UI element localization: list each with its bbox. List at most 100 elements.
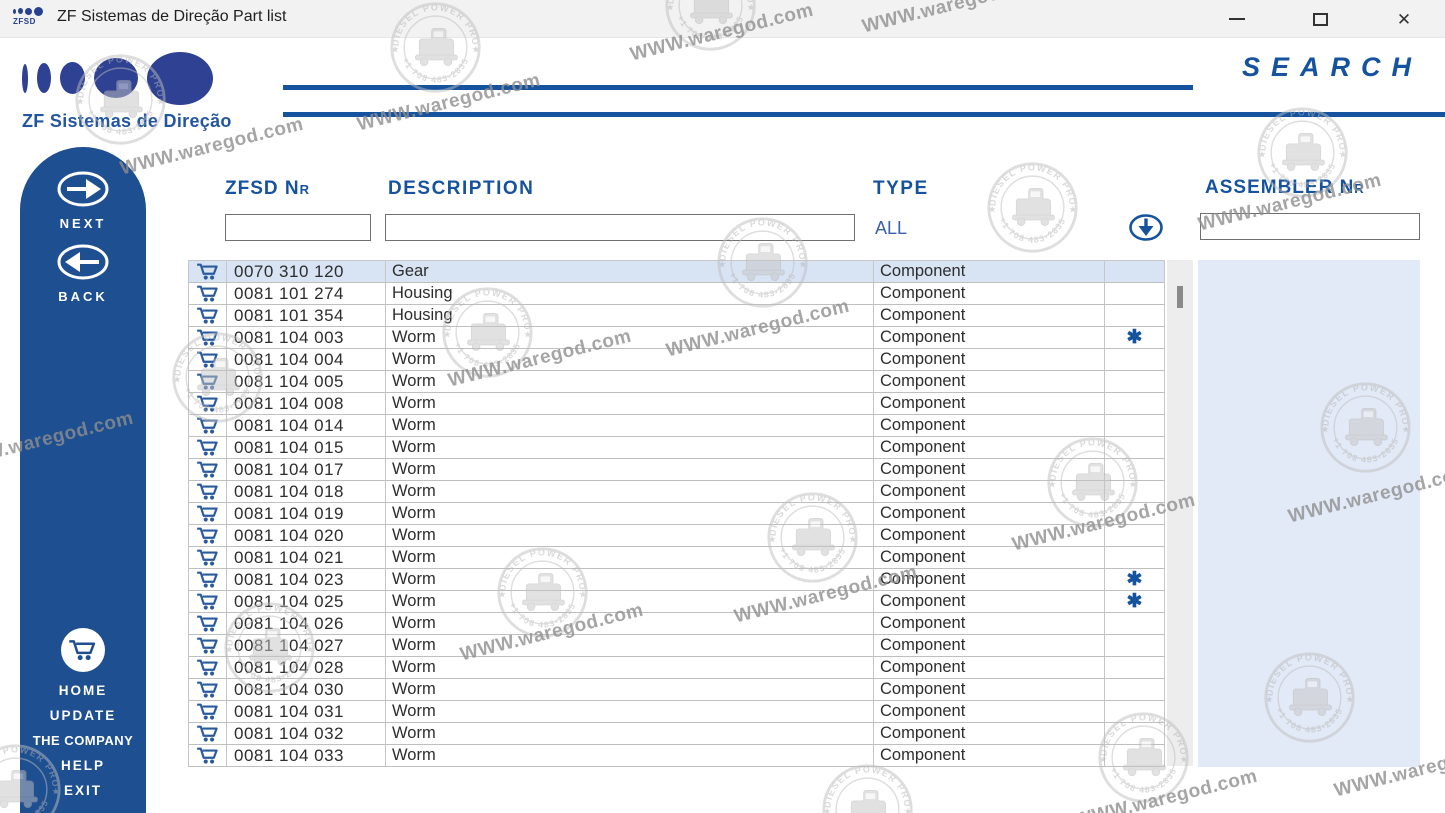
part-description: Worm: [386, 481, 874, 502]
part-type: Component: [874, 613, 1105, 634]
back-button[interactable]: BACK: [20, 242, 146, 304]
type-dropdown-button[interactable]: [1128, 213, 1164, 247]
table-row[interactable]: 0081 104 030 Worm Component: [189, 679, 1165, 701]
part-number: 0081 104 003: [227, 327, 386, 348]
table-row[interactable]: 0081 104 014 Worm Component: [189, 415, 1165, 437]
part-number: 0081 104 005: [227, 371, 386, 392]
add-to-cart-button[interactable]: [189, 679, 227, 700]
add-to-cart-button[interactable]: [189, 525, 227, 546]
table-row[interactable]: 0081 104 015 Worm Component: [189, 437, 1165, 459]
part-description: Worm: [386, 349, 874, 370]
table-row[interactable]: 0081 104 008 Worm Component: [189, 393, 1165, 415]
add-to-cart-button[interactable]: [189, 437, 227, 458]
add-to-cart-button[interactable]: [189, 415, 227, 436]
asterisk-marker: [1105, 547, 1165, 568]
part-description: Worm: [386, 613, 874, 634]
maximize-button[interactable]: [1297, 0, 1343, 38]
cart-icon: [196, 659, 218, 676]
add-to-cart-button[interactable]: [189, 547, 227, 568]
next-button[interactable]: NEXT: [20, 169, 146, 231]
add-to-cart-button[interactable]: [189, 723, 227, 744]
part-number: 0081 104 017: [227, 459, 386, 480]
watermark-text: WWW.waregod.com: [1072, 765, 1260, 813]
table-row[interactable]: 0081 104 028 Worm Component: [189, 657, 1165, 679]
cart-button[interactable]: [61, 628, 105, 672]
assembler-panel: [1198, 260, 1420, 767]
assembler-nr-input[interactable]: [1200, 213, 1420, 240]
cart-icon: [196, 593, 218, 610]
add-to-cart-button[interactable]: [189, 481, 227, 502]
part-type: Component: [874, 657, 1105, 678]
asterisk-marker: [1105, 723, 1165, 744]
part-number: 0081 104 031: [227, 701, 386, 722]
table-row[interactable]: 0081 104 017 Worm Component: [189, 459, 1165, 481]
zfsd-nr-input[interactable]: [225, 214, 371, 241]
part-description: Gear: [386, 261, 874, 282]
app-icon-label: ZFSD: [13, 17, 36, 26]
table-row[interactable]: 0081 104 023 Worm Component ✱: [189, 569, 1165, 591]
menu-update[interactable]: UPDATE: [49, 708, 117, 723]
table-row[interactable]: 0081 104 018 Worm Component: [189, 481, 1165, 503]
type-filter-value[interactable]: ALL: [875, 218, 908, 238]
part-number: 0070 310 120: [227, 261, 386, 282]
add-to-cart-button[interactable]: [189, 283, 227, 304]
table-row[interactable]: 0081 104 021 Worm Component: [189, 547, 1165, 569]
add-to-cart-button[interactable]: [189, 569, 227, 590]
add-to-cart-button[interactable]: [189, 635, 227, 656]
description-input[interactable]: [385, 214, 855, 241]
table-row[interactable]: 0081 104 031 Worm Component: [189, 701, 1165, 723]
add-to-cart-button[interactable]: [189, 503, 227, 524]
table-row[interactable]: 0081 104 004 Worm Component: [189, 349, 1165, 371]
table-row[interactable]: 0081 104 019 Worm Component: [189, 503, 1165, 525]
table-row[interactable]: 0081 104 033 Worm Component: [189, 745, 1165, 767]
cart-icon: [196, 417, 218, 434]
add-to-cart-button[interactable]: [189, 745, 227, 766]
part-type: Component: [874, 591, 1105, 612]
scrollbar-thumb[interactable]: [1177, 286, 1183, 308]
minimize-button[interactable]: [1214, 0, 1260, 38]
menu-home[interactable]: HOME: [58, 683, 108, 698]
part-number: 0081 104 015: [227, 437, 386, 458]
add-to-cart-button[interactable]: [189, 657, 227, 678]
add-to-cart-button[interactable]: [189, 305, 227, 326]
menu-help[interactable]: HELP: [60, 758, 105, 773]
add-to-cart-button[interactable]: [189, 261, 227, 282]
maximize-icon: [1312, 12, 1328, 26]
menu-exit[interactable]: EXIT: [63, 783, 102, 798]
cart-icon: [196, 527, 218, 544]
part-type: Component: [874, 745, 1105, 766]
add-to-cart-button[interactable]: [189, 327, 227, 348]
add-to-cart-button[interactable]: [189, 591, 227, 612]
asterisk-marker: ✱: [1105, 591, 1165, 612]
close-button[interactable]: ✕: [1381, 0, 1427, 38]
cart-icon: [196, 483, 218, 500]
add-to-cart-button[interactable]: [189, 371, 227, 392]
part-description: Worm: [386, 723, 874, 744]
table-row[interactable]: 0081 104 026 Worm Component: [189, 613, 1165, 635]
table-row[interactable]: 0081 104 027 Worm Component: [189, 635, 1165, 657]
add-to-cart-button[interactable]: [189, 393, 227, 414]
part-type: Component: [874, 437, 1105, 458]
add-to-cart-button[interactable]: [189, 701, 227, 722]
add-to-cart-button[interactable]: [189, 349, 227, 370]
part-type: Component: [874, 459, 1105, 480]
table-row[interactable]: 0081 104 003 Worm Component ✱: [189, 327, 1165, 349]
add-to-cart-button[interactable]: [189, 459, 227, 480]
part-description: Worm: [386, 459, 874, 480]
table-row[interactable]: 0081 104 020 Worm Component: [189, 525, 1165, 547]
table-row[interactable]: 0070 310 120 Gear Component: [189, 261, 1165, 283]
table-row[interactable]: 0081 101 274 Housing Component: [189, 283, 1165, 305]
cart-icon: [196, 285, 218, 302]
part-number: 0081 101 354: [227, 305, 386, 326]
menu-the-company[interactable]: THE COMPANY: [32, 733, 134, 748]
table-row[interactable]: 0081 104 005 Worm Component: [189, 371, 1165, 393]
part-description: Worm: [386, 569, 874, 590]
table-row[interactable]: 0081 104 032 Worm Component: [189, 723, 1165, 745]
part-description: Worm: [386, 657, 874, 678]
part-description: Worm: [386, 393, 874, 414]
table-scrollbar[interactable]: [1167, 260, 1193, 766]
table-row[interactable]: 0081 101 354 Housing Component: [189, 305, 1165, 327]
table-row[interactable]: 0081 104 025 Worm Component ✱: [189, 591, 1165, 613]
add-to-cart-button[interactable]: [189, 613, 227, 634]
part-number: 0081 104 004: [227, 349, 386, 370]
